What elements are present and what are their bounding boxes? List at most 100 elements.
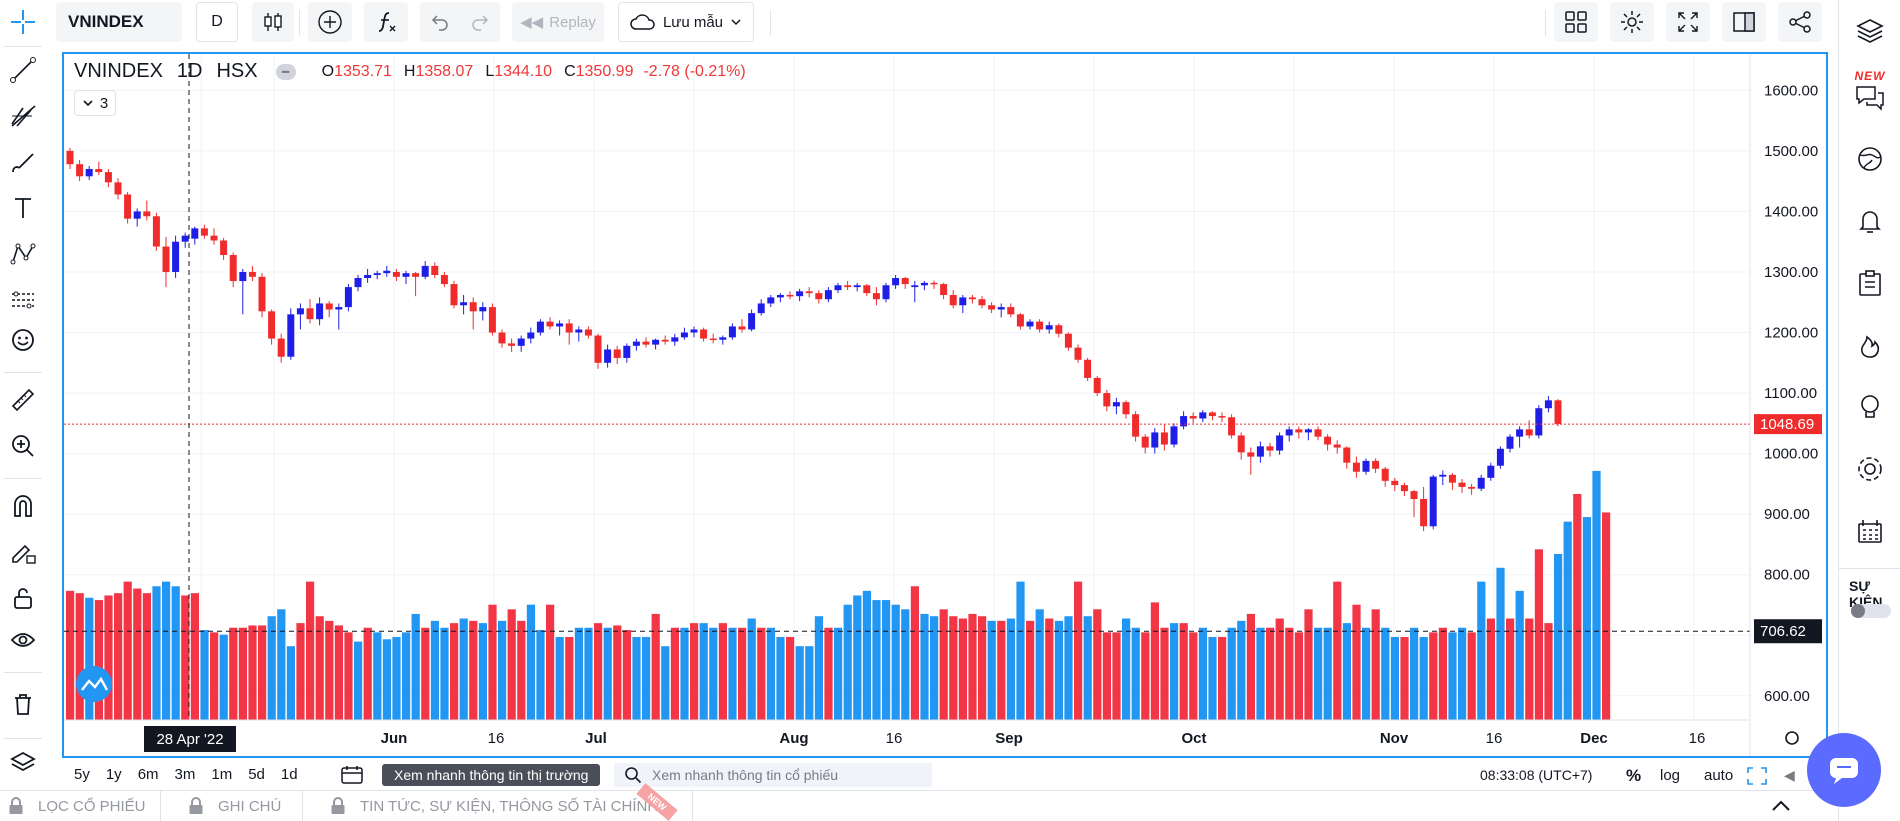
candle-body xyxy=(402,273,410,277)
text-tool-icon[interactable] xyxy=(0,190,46,226)
candle-body xyxy=(671,337,679,342)
candle-body xyxy=(440,274,448,285)
volume-bar xyxy=(1064,616,1073,720)
panel-layout-button[interactable] xyxy=(1722,2,1766,42)
time-tick-label: 16 xyxy=(886,730,903,747)
volume-bar xyxy=(363,627,372,720)
legend-menu-icon[interactable]: ━ xyxy=(275,63,296,80)
range-button-1d[interactable]: 1d xyxy=(280,766,298,783)
globe-icon[interactable] xyxy=(1853,142,1887,176)
candle-body xyxy=(796,291,804,297)
fit-icon[interactable] xyxy=(1746,766,1768,790)
zoom-in-icon[interactable] xyxy=(0,428,46,464)
indicators-collapse-button[interactable]: 3 xyxy=(74,90,116,116)
symbol-search-button[interactable]: VNINDEX xyxy=(56,2,182,42)
price-tick-label: 1600.00 xyxy=(1764,82,1818,99)
prediction-icon[interactable] xyxy=(0,282,46,318)
volume-bar xyxy=(402,632,411,720)
redo-icon[interactable] xyxy=(460,12,500,32)
lock-drawing-icon[interactable] xyxy=(0,534,46,570)
eye-icon[interactable] xyxy=(0,622,46,658)
candle-style-button[interactable] xyxy=(252,2,294,42)
volume-bar xyxy=(1074,581,1083,720)
fib-tools-icon[interactable] xyxy=(0,98,46,134)
interval-button[interactable]: D xyxy=(196,2,238,42)
trash-icon[interactable] xyxy=(0,686,46,722)
volume-bar xyxy=(114,593,123,720)
candle-body xyxy=(767,297,775,304)
candle-body xyxy=(344,287,352,308)
support-chat-button[interactable] xyxy=(1807,733,1881,807)
magnet-icon[interactable] xyxy=(0,488,46,524)
volume-bar xyxy=(258,625,267,720)
calculator-icon[interactable] xyxy=(1853,514,1887,548)
crosshair-date-label: 28 Apr '22 xyxy=(156,731,223,748)
volume-bar xyxy=(536,630,545,720)
indicators-button[interactable] xyxy=(364,2,408,42)
log-scale-button[interactable]: log xyxy=(1660,767,1681,784)
volume-bar xyxy=(344,632,353,720)
volume-bar xyxy=(1352,604,1361,720)
candle-body xyxy=(815,293,823,300)
candle-body xyxy=(1103,393,1111,407)
quick-stock-search[interactable]: Xem nhanh thông tin cổ phiếu xyxy=(614,763,932,787)
share-button[interactable] xyxy=(1778,2,1822,42)
layers-stack-icon[interactable] xyxy=(1853,14,1887,48)
candle-body xyxy=(412,273,420,277)
percent-scale-button[interactable]: % xyxy=(1626,766,1642,785)
volume-bar xyxy=(546,604,555,720)
crosshair-icon[interactable] xyxy=(0,4,46,40)
range-button-1y[interactable]: 1y xyxy=(105,766,122,783)
tab-notes[interactable]: GHI CHÚ xyxy=(188,797,281,815)
candle-body xyxy=(1496,448,1504,466)
volume-bar xyxy=(75,593,84,720)
lightbulb-icon[interactable] xyxy=(1853,390,1887,424)
candle-body xyxy=(152,216,160,247)
events-toggle[interactable] xyxy=(1851,604,1891,618)
quick-market-button[interactable]: Xem nhanh thông tin thị trường xyxy=(382,764,601,786)
axis-settings-icon[interactable] xyxy=(1785,731,1799,745)
lock-icon[interactable] xyxy=(0,580,46,616)
chart-pane[interactable]: 1600.00 1500.00 1400.00 1300.00 1200.00 1100.… xyxy=(62,52,1828,758)
range-button-3m[interactable]: 3m xyxy=(174,766,196,783)
emoji-icon[interactable] xyxy=(0,322,46,358)
range-button-1m[interactable]: 1m xyxy=(211,766,233,783)
replay-button[interactable]: ◀◀ Replay xyxy=(512,2,604,42)
undo-icon[interactable] xyxy=(420,12,460,32)
tab-stock-filter[interactable]: LỌC CỔ PHIẾU xyxy=(8,797,146,815)
volume-bar xyxy=(728,627,737,720)
fire-icon[interactable] xyxy=(1853,328,1887,362)
range-button-5d[interactable]: 5d xyxy=(248,766,265,783)
brush-icon[interactable] xyxy=(0,144,46,180)
settings-button[interactable] xyxy=(1610,2,1654,42)
layers-icon[interactable] xyxy=(0,744,46,780)
volume-bar xyxy=(910,586,919,720)
clipboard-icon[interactable] xyxy=(1853,266,1887,300)
volume-bar xyxy=(1122,618,1131,720)
volume-bar xyxy=(776,636,785,720)
pattern-icon[interactable] xyxy=(0,236,46,272)
range-button-5y[interactable]: 5y xyxy=(74,766,90,783)
tab-news[interactable]: TIN TỨC, SỰ KIỆN, THÔNG SỐ TÀI CHÍNH xyxy=(330,797,658,815)
save-template-button[interactable]: Lưu mẫu xyxy=(618,2,754,42)
legend-exchange: HSX xyxy=(216,60,258,82)
ruler-icon[interactable] xyxy=(0,382,46,418)
chevron-up-icon[interactable] xyxy=(1770,797,1792,819)
price-chart-svg[interactable]: 1600.00 1500.00 1400.00 1300.00 1200.00 1100.… xyxy=(64,54,1826,756)
scroll-left-icon[interactable]: ◀ xyxy=(1784,767,1795,783)
bell-icon[interactable] xyxy=(1853,204,1887,238)
candle-body xyxy=(296,308,304,315)
candle-body xyxy=(1036,321,1044,330)
candle-body xyxy=(920,282,928,286)
range-button-6m[interactable]: 6m xyxy=(137,766,159,783)
settings-gear-icon[interactable] xyxy=(1853,452,1887,486)
fullscreen-button[interactable] xyxy=(1666,2,1710,42)
calendar-icon[interactable] xyxy=(340,765,364,789)
layout-grid-button[interactable] xyxy=(1554,2,1598,42)
volume-bar xyxy=(1390,636,1399,720)
trend-line-icon[interactable] xyxy=(0,52,46,88)
compare-button[interactable] xyxy=(308,2,352,42)
auto-scale-button[interactable]: auto xyxy=(1704,767,1734,784)
volume-bar xyxy=(642,636,651,720)
chat-new-button[interactable]: NEW xyxy=(1853,66,1887,116)
